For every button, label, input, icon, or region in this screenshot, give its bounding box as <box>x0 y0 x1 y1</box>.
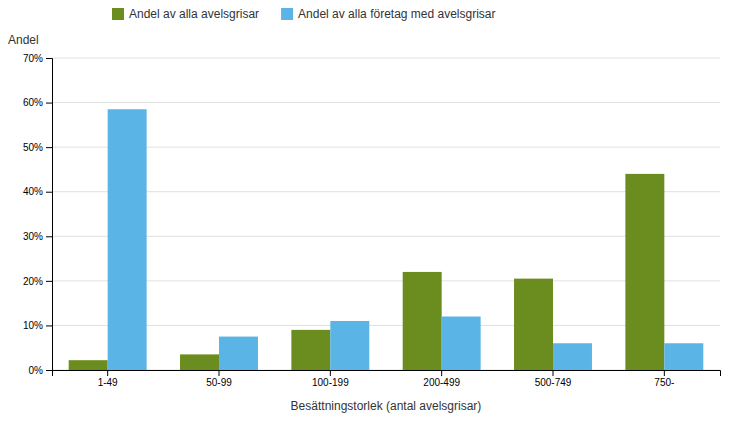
tick-mark <box>553 370 554 376</box>
grid-line <box>52 191 720 192</box>
series <box>108 109 704 370</box>
x-axis-title: Besättningstorlek (antal avelsgrisar) <box>291 399 482 413</box>
tick-mark <box>46 58 52 59</box>
bar <box>442 317 481 370</box>
tick: 40% <box>23 186 52 197</box>
bar <box>291 330 330 370</box>
bars <box>69 109 704 370</box>
grid-line <box>52 58 720 59</box>
legend-swatch <box>112 8 124 20</box>
tick-label: 40% <box>23 186 43 197</box>
tick: 750- <box>654 370 674 388</box>
bar <box>330 321 369 370</box>
tick-mark <box>46 236 52 237</box>
bar <box>625 174 664 370</box>
tick-mark <box>46 192 52 193</box>
chart: 0% 10% 20% 30% 40% 50% 60% 70% 1-49 50-99 100-199 2… <box>0 0 740 422</box>
bar <box>219 337 258 370</box>
bar <box>664 343 703 370</box>
grid-line <box>52 102 720 103</box>
tick-label: 750- <box>654 377 674 388</box>
tick-label: 0% <box>29 365 44 376</box>
tick-mark <box>46 325 52 326</box>
tick-label: 30% <box>23 231 43 242</box>
axis-line <box>46 59 53 371</box>
tick-mark <box>330 370 331 376</box>
tick: 60% <box>23 97 52 108</box>
axis-line <box>53 371 721 377</box>
tick-label: 20% <box>23 276 43 287</box>
x-axis: 1-49 50-99 100-199 200-499 500-749 750- <box>53 370 721 388</box>
tick-label: 100-199 <box>312 377 349 388</box>
tick: 20% <box>23 276 52 287</box>
tick: 0% <box>29 365 52 376</box>
tick: 500-749 <box>535 370 572 388</box>
tick: 100-199 <box>312 370 349 388</box>
tick-mark <box>46 103 52 104</box>
legend-item: Andel av alla företag med avelsgrisar <box>281 7 495 21</box>
tick: 30% <box>23 231 52 242</box>
tick-label: 70% <box>23 53 43 64</box>
legend: Andel av alla avelsgrisar Andel av alla f… <box>112 7 496 21</box>
y-axis: 0% 10% 20% 30% 40% 50% 60% 70% <box>23 53 53 376</box>
tick-mark <box>46 281 52 282</box>
plot: 0% 10% 20% 30% 40% 50% 60% 70% 1-49 50-99 100-199 2… <box>23 53 721 388</box>
grid-line <box>52 325 720 326</box>
series <box>69 174 665 370</box>
bar <box>180 354 219 370</box>
tick: 1-49 <box>98 370 118 388</box>
grid <box>52 58 720 370</box>
tick: 50% <box>23 142 52 153</box>
bar <box>514 279 553 370</box>
tick-mark <box>664 370 665 376</box>
tick-label: 200-499 <box>423 377 460 388</box>
legend-label: Andel av alla företag med avelsgrisar <box>298 7 495 21</box>
tick-label: 60% <box>23 97 43 108</box>
tick-mark <box>441 370 442 376</box>
legend-swatch <box>281 8 293 20</box>
tick-mark <box>219 370 220 376</box>
legend-label: Andel av alla avelsgrisar <box>129 7 259 21</box>
legend-item: Andel av alla avelsgrisar <box>112 7 259 21</box>
y-axis-title: Andel <box>8 33 39 47</box>
grid-line <box>52 280 720 281</box>
tick-mark <box>46 147 52 148</box>
tick-label: 50% <box>23 142 43 153</box>
bar <box>108 109 147 370</box>
tick-label: 10% <box>23 320 43 331</box>
tick: 10% <box>23 320 52 331</box>
tick-label: 50-99 <box>206 377 232 388</box>
tick-label: 1-49 <box>98 377 118 388</box>
tick: 200-499 <box>423 370 460 388</box>
tick-label: 500-749 <box>535 377 572 388</box>
tick-mark <box>46 370 52 371</box>
bar <box>553 343 592 370</box>
bar <box>403 272 442 370</box>
tick: 70% <box>23 53 52 64</box>
tick-mark <box>107 370 108 376</box>
tick: 50-99 <box>206 370 232 388</box>
bar <box>69 360 108 370</box>
grid-line <box>52 147 720 148</box>
grid-line <box>52 236 720 237</box>
